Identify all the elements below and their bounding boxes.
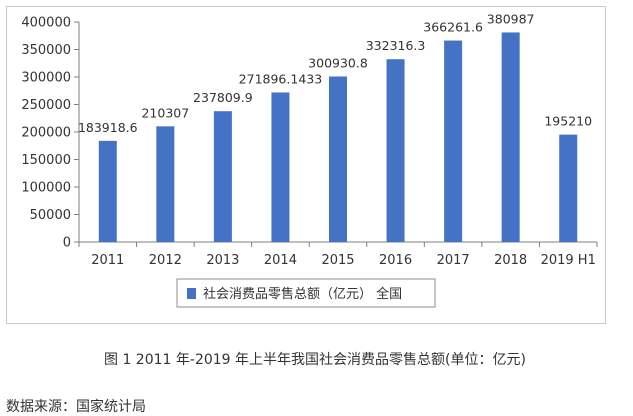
x-tick-label: 2018 — [494, 253, 527, 268]
data-label: 183918.6 — [78, 120, 138, 135]
x-tick-label: 2019 H1 — [541, 253, 596, 268]
bar-2013 — [213, 111, 232, 242]
y-tick-label: 300000 — [21, 71, 71, 86]
data-label: 366261.6 — [423, 20, 483, 35]
bar-2016 — [386, 59, 405, 242]
data-label: 300930.8 — [308, 55, 368, 70]
bar-2015 — [329, 76, 347, 242]
y-tick-label: 150000 — [21, 153, 71, 168]
x-tick-label: 2016 — [379, 253, 412, 268]
bar-chart: 0 50000 100000 150000 200000 250000 300000 3500… — [21, 11, 598, 308]
chart-frame: 0 50000 100000 150000 200000 250000 300000 3500… — [6, 6, 606, 324]
x-tick-label: 2013 — [206, 253, 239, 268]
x-tick-label: 2011 — [91, 253, 124, 268]
x-tick-label: 2012 — [149, 253, 182, 268]
y-tick-label: 400000 — [21, 16, 71, 31]
bar-2012 — [156, 126, 175, 242]
x-tick-label: 2015 — [321, 253, 354, 268]
y-tick-label: 200000 — [21, 126, 71, 141]
data-label: 210307 — [141, 105, 189, 120]
y-tick-label: 350000 — [21, 43, 71, 58]
x-tick-label: 2017 — [437, 253, 470, 268]
bar-2011 — [98, 140, 117, 242]
data-label: 195210 — [544, 114, 592, 129]
x-tick-label: 2014 — [264, 253, 297, 268]
bar-2019-h1 — [559, 134, 578, 242]
legend-box — [176, 278, 436, 308]
bar-2014 — [271, 92, 290, 242]
y-tick-label: 100000 — [21, 181, 71, 196]
y-tick-label: 250000 — [21, 98, 71, 113]
bar-2017 — [444, 40, 463, 242]
data-label: 271896.1433 — [239, 71, 323, 86]
bar-2018 — [501, 32, 520, 242]
legend-label: 社会消费品零售总额（亿元） 全国 — [203, 286, 402, 302]
data-label: 380987 — [487, 11, 535, 26]
legend-swatch — [187, 288, 196, 299]
data-label: 332316.3 — [366, 38, 426, 53]
y-tick-label: 50000 — [30, 208, 71, 223]
data-label: 237809.9 — [193, 90, 253, 105]
data-source: 数据来源：国家统计局 — [6, 399, 146, 415]
figure-caption: 图 1 2011 年-2019 年上半年我国社会消费品零售总额(单位：亿元) — [104, 352, 526, 368]
y-tick-label: 0 — [63, 236, 71, 251]
